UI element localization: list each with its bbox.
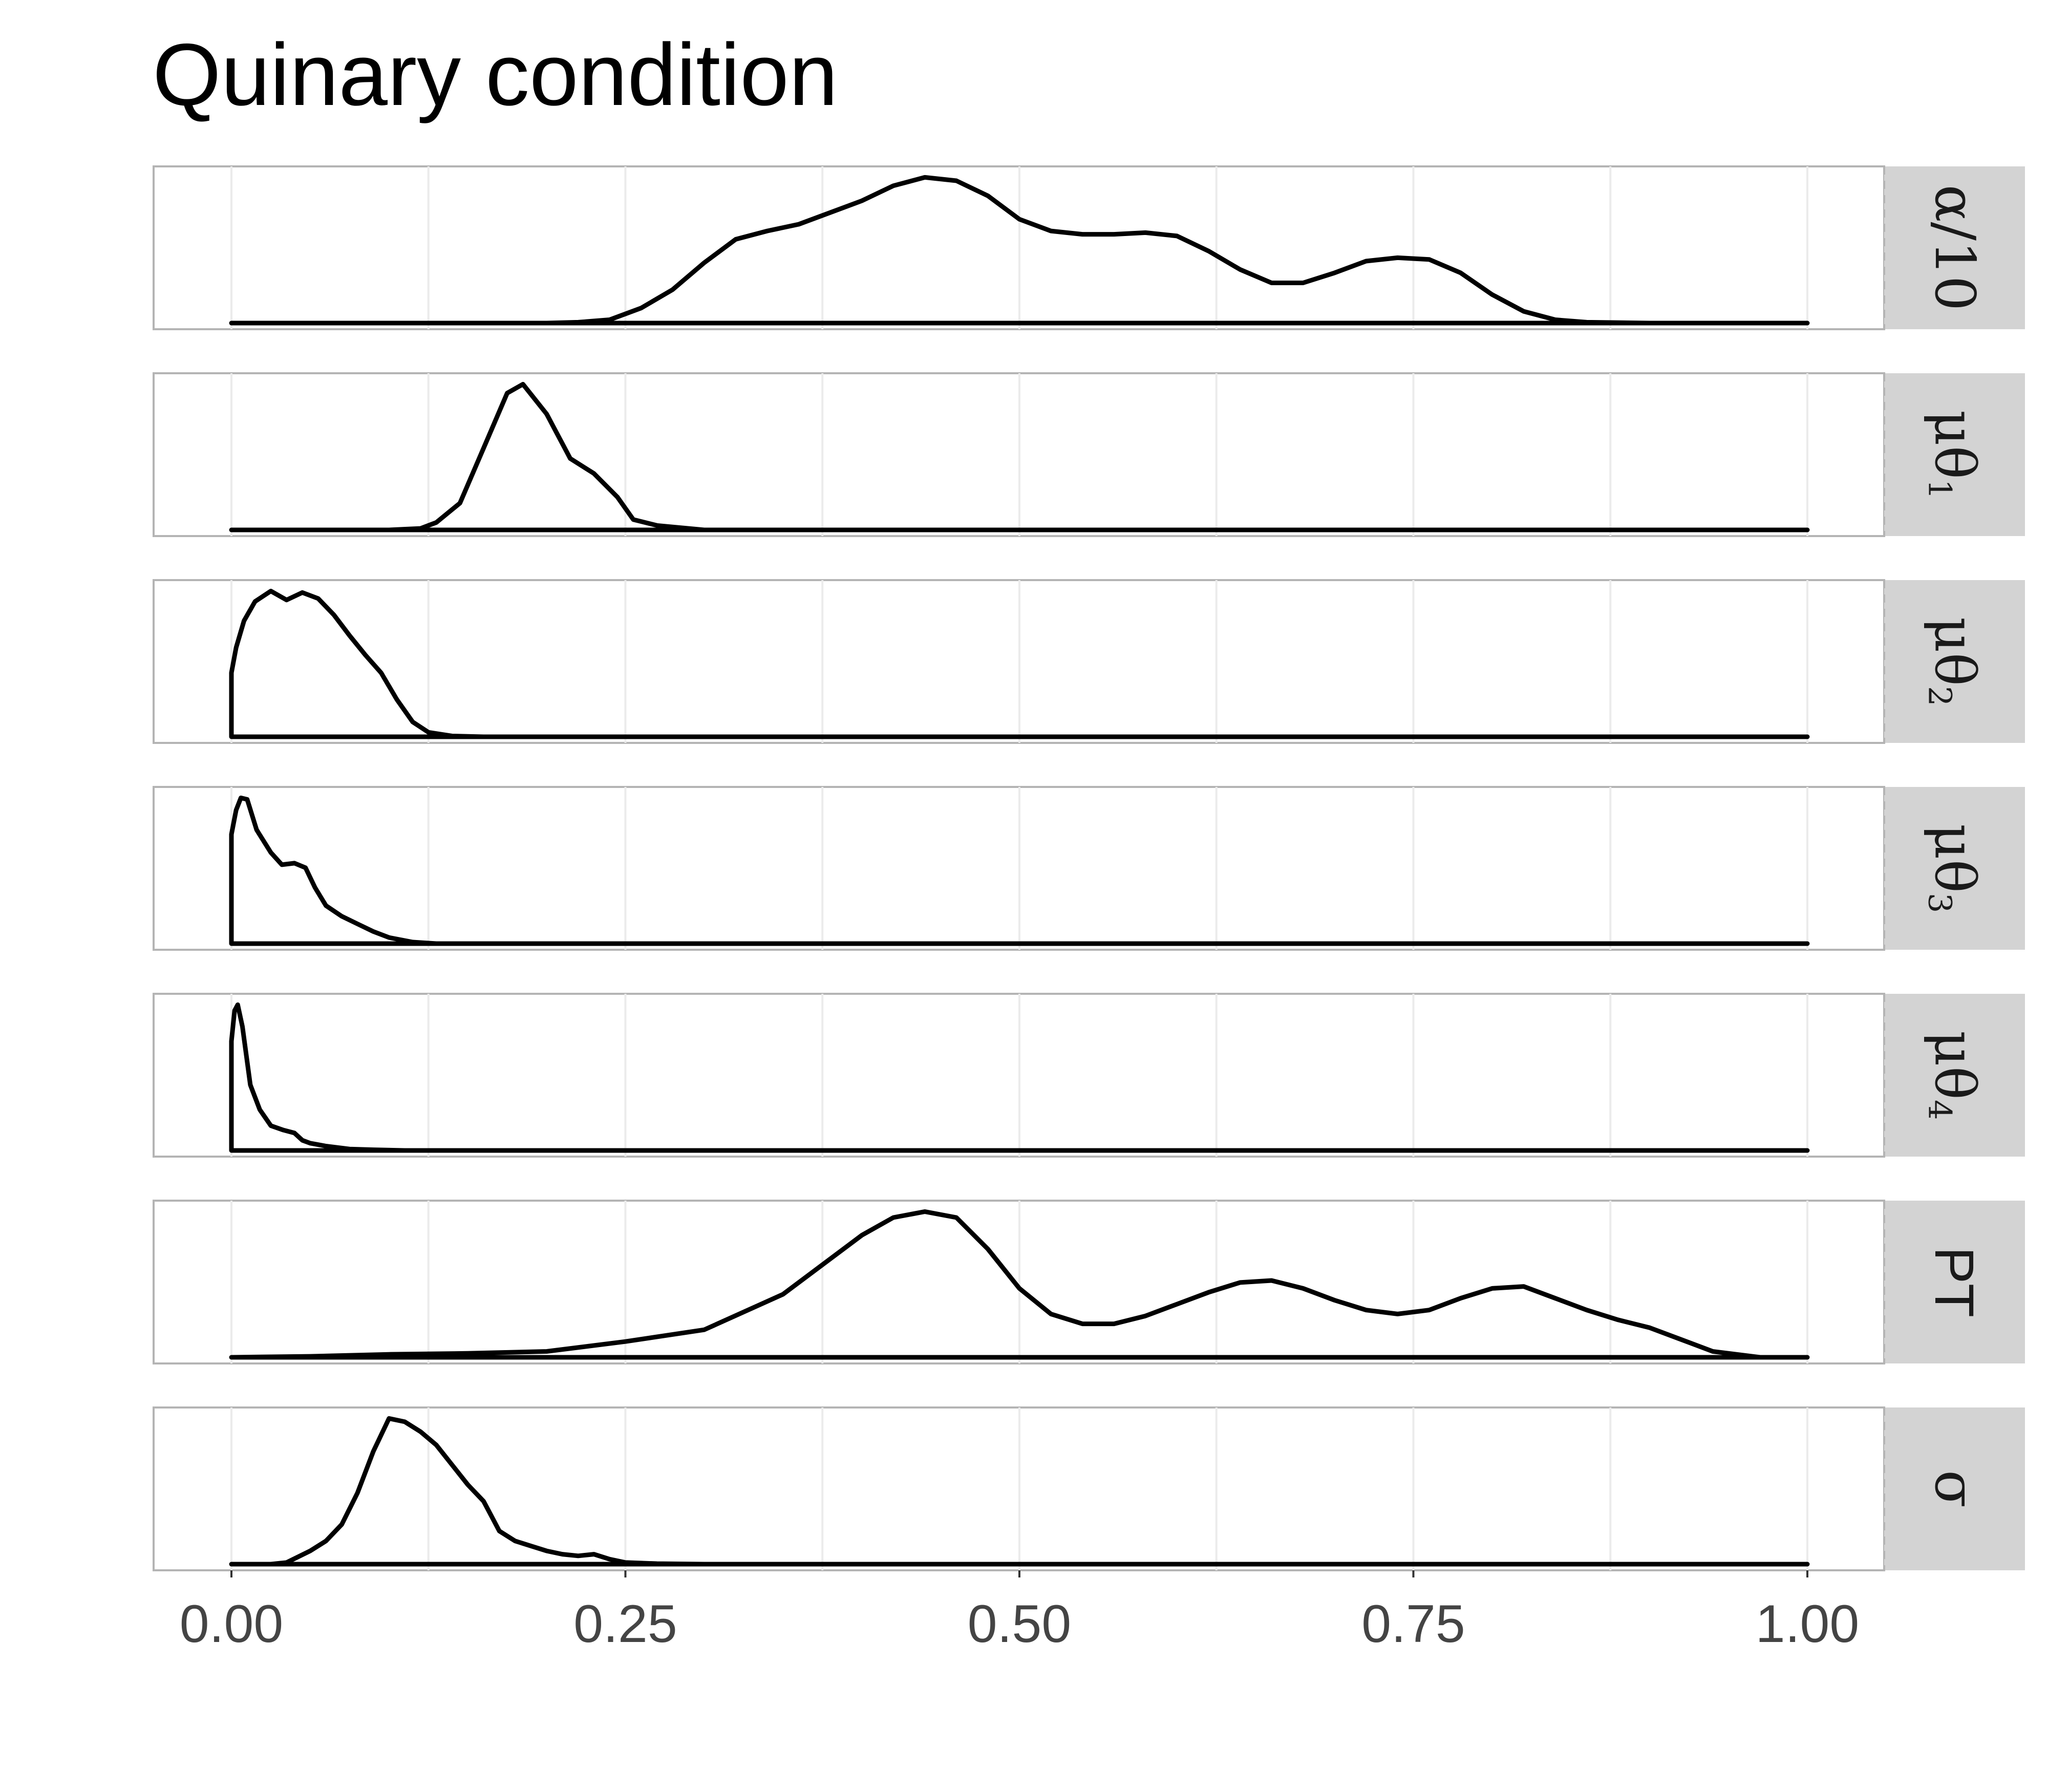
- x-tick-label: 1.00: [1756, 1594, 1859, 1654]
- facet-strip-label: σ: [1923, 1470, 1987, 1508]
- facet-panel: α/10: [153, 165, 2025, 330]
- facet-strip: [1884, 166, 2025, 329]
- facet-strip-label: μθ2: [1922, 617, 1987, 707]
- facet-strip-label: PT: [1924, 1247, 1986, 1317]
- x-tick-label: 0.25: [573, 1594, 677, 1654]
- density-curve: [229, 381, 1810, 532]
- facet-strip: [1884, 1201, 2025, 1363]
- facet-strip: [1884, 1407, 2025, 1570]
- x-tick-label: 0.50: [968, 1594, 1071, 1654]
- facet-strip-label: μθ1: [1922, 410, 1987, 500]
- facet-strip: [1884, 580, 2025, 743]
- facet-strip-label: μθ4: [1922, 1031, 1987, 1120]
- facet-strip: [1884, 373, 2025, 536]
- facet-panel: μθ4: [153, 993, 2025, 1158]
- facet-panel: PT: [153, 1200, 2025, 1364]
- density-curve: [229, 588, 1810, 739]
- density-curve: [229, 795, 1810, 946]
- facet-strip-label: α/10: [1923, 185, 1987, 311]
- facet-strip-label: μθ3: [1922, 824, 1987, 913]
- chart-title: Quinary condition: [153, 26, 838, 124]
- x-tick-label: 0.00: [180, 1594, 283, 1654]
- facet-panel: σ: [153, 1406, 2025, 1571]
- density-curve: [229, 175, 1810, 326]
- facet-panel: μθ1: [153, 372, 2025, 537]
- density-curve: [229, 1002, 1810, 1153]
- facet-strip: [1884, 994, 2025, 1157]
- facet-panel: μθ2: [153, 579, 2025, 744]
- density-curve: [229, 1209, 1810, 1360]
- x-axis: 0.00 0.25 0.50 0.75 1.00: [180, 1570, 1859, 1654]
- x-tick-label: 0.75: [1361, 1594, 1465, 1654]
- facet-strip: [1884, 787, 2025, 950]
- density-curve: [229, 1416, 1810, 1567]
- facet-panels: α/10 μθ1 μθ2 μθ3 μθ4 PT σ: [153, 165, 2025, 1571]
- facet-panel: μθ3: [153, 786, 2025, 951]
